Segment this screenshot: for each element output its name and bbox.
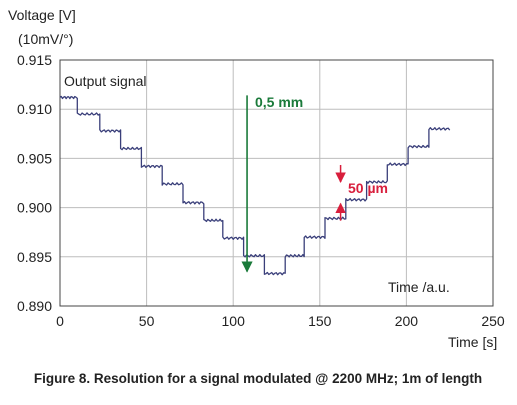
x-tick-label: 150 [308,313,332,329]
x-tick-label: 50 [139,313,155,329]
x-tick-label: 100 [222,313,246,329]
x-axis-label: Time [s] [448,334,497,350]
annotation-fine-label: 50 µm [348,180,388,196]
x-tick-label: 250 [481,313,505,329]
y-axis-label-line2: (10mV/°) [18,31,73,47]
y-tick-label: 0.915 [17,52,52,68]
y-tick-label: 0.905 [17,150,52,166]
annotation-coarse-label: 0,5 mm [255,94,303,110]
tick-labels: 0 50 100 150 200 250 0.890 0.895 0.900 0.905 0.910… [17,52,505,329]
y-axis-label-line1: Voltage [V] [8,7,76,23]
plot-frame [59,59,494,307]
y-tick-label: 0.910 [17,101,52,117]
figure-caption: Figure 8. Resolution for a signal modula… [34,371,482,386]
x-tick-label: 200 [395,313,419,329]
x-tick-label: 0 [56,313,64,329]
series-label: Output signal [64,73,147,89]
y-tick-label: 0.900 [17,200,52,216]
series-output-signal [59,95,451,276]
annotations [241,95,346,273]
inner-x-label: Time /a.u. [388,279,450,295]
y-tick-label: 0.895 [17,249,52,265]
y-tick-label: 0.890 [17,298,52,314]
